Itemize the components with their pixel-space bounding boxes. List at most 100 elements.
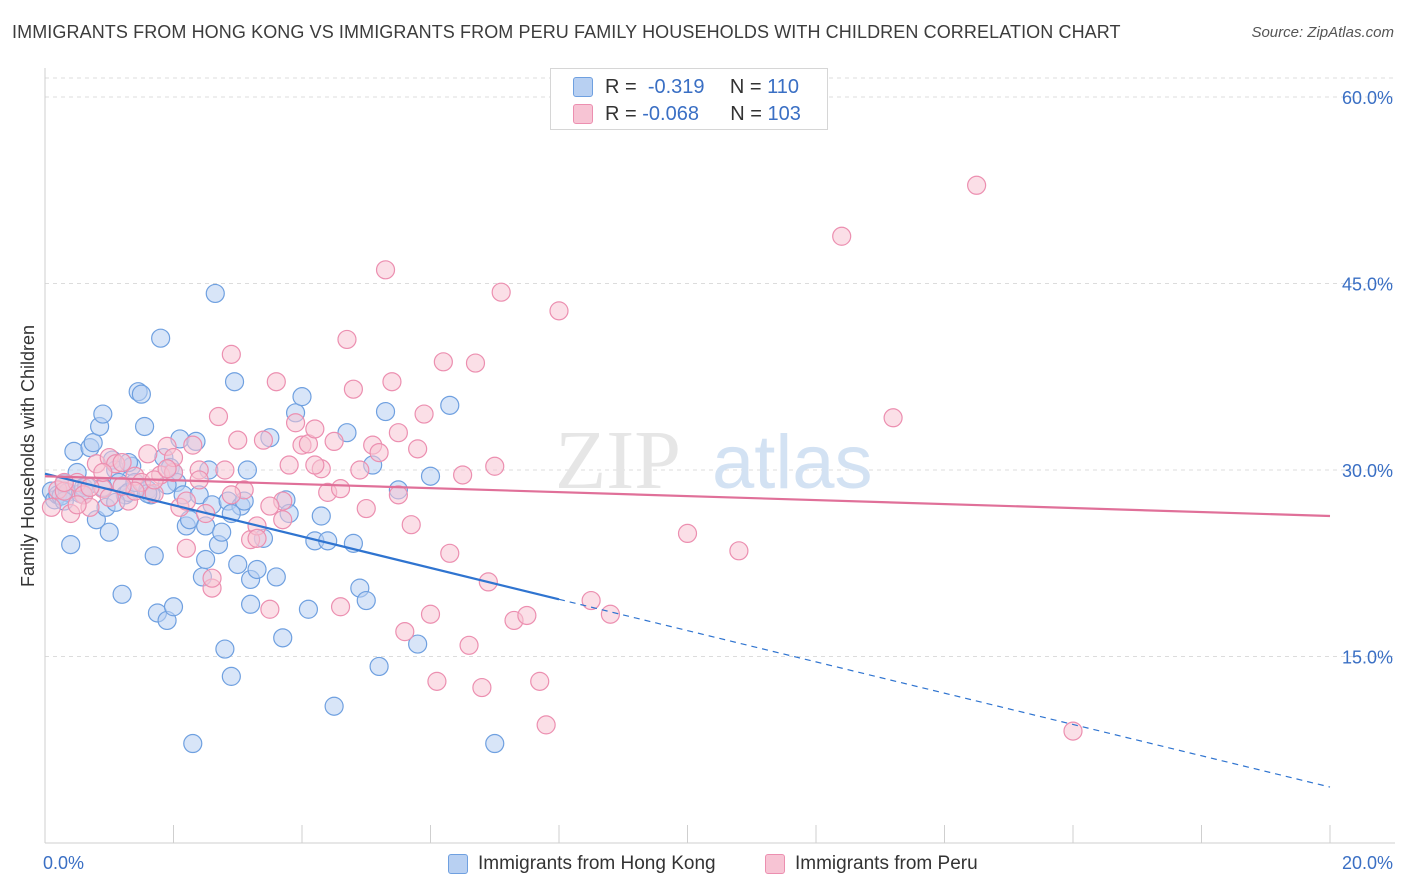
peru-point	[883, 408, 903, 428]
hong-kong-point	[93, 404, 113, 424]
hong-kong-point	[212, 522, 232, 542]
peru-trend-line	[44, 475, 1331, 518]
hong-kong-legend-swatch	[448, 854, 468, 874]
stats-legend: R = -0.319 N = 110 R = -0.068 N = 103	[550, 68, 828, 130]
peru-point	[253, 430, 274, 450]
peru-point	[157, 459, 177, 479]
peru-point	[41, 497, 62, 517]
peru-point	[408, 439, 428, 459]
hong-kong-point	[83, 433, 103, 453]
peru-point	[67, 495, 87, 515]
hong-kong-point	[292, 387, 312, 407]
n-value-hong-kong: 110	[767, 75, 799, 98]
y-tick-label: 15.0%	[1342, 648, 1393, 668]
n-label: N =	[730, 102, 762, 125]
peru-swatch	[573, 104, 593, 124]
peru-legend-swatch	[765, 854, 785, 874]
stats-row-peru: R = -0.068 N = 103	[573, 101, 801, 127]
peru-point	[369, 442, 389, 463]
peru-point	[208, 406, 229, 427]
hong-kong-point	[375, 401, 396, 422]
peru-point	[350, 460, 370, 480]
peru-point	[433, 352, 453, 372]
peru-point	[202, 568, 222, 588]
peru-point	[967, 175, 987, 195]
peru-point	[729, 541, 749, 561]
peru-point	[356, 498, 376, 519]
peru-point	[401, 515, 421, 535]
hong-kong-point	[311, 506, 331, 526]
legend-label-peru: Immigrants from Peru	[795, 853, 978, 874]
hong-kong-point	[224, 372, 245, 392]
r-value-hong-kong: -0.319	[647, 75, 705, 98]
peru-point	[260, 496, 280, 516]
y-tick-label: 45.0%	[1342, 275, 1393, 295]
peru-point	[305, 455, 325, 475]
peru-point	[517, 605, 537, 626]
peru-point	[453, 465, 473, 485]
hong-kong-point	[266, 567, 286, 587]
peru-point	[273, 510, 293, 530]
legend-item-peru[interactable]: Immigrants from Peru	[765, 851, 978, 877]
peru-point	[266, 372, 286, 392]
peru-point	[388, 485, 408, 505]
y-axis-label: Family Households with Children	[18, 325, 38, 587]
hong-kong-swatch	[573, 77, 593, 97]
hong-kong-point	[64, 441, 84, 461]
hong-kong-point	[163, 597, 184, 617]
hong-kong-point	[151, 328, 171, 348]
peru-point	[440, 543, 460, 563]
hong-kong-point	[369, 656, 389, 677]
peru-point	[375, 260, 396, 280]
peru-point	[600, 604, 621, 624]
peru-point	[285, 413, 306, 433]
peru-point	[530, 671, 550, 691]
r-label: R =	[605, 75, 637, 98]
hong-kong-point	[440, 395, 460, 415]
hong-kong-point	[221, 666, 241, 686]
hong-kong-trend-extension	[558, 598, 1331, 788]
peru-point	[395, 622, 415, 642]
n-value-peru: 103	[767, 102, 801, 125]
watermark: ZIP atlas	[555, 414, 873, 507]
hong-kong-point	[183, 733, 203, 754]
hong-kong-point	[356, 590, 376, 611]
chart-title: IMMIGRANTS FROM HONG KONG VS IMMIGRANTS …	[12, 22, 1121, 42]
peru-point	[832, 226, 852, 246]
x-tick-label: 20.0%	[1342, 853, 1393, 873]
peru-point	[472, 677, 492, 698]
peru-point	[221, 344, 241, 364]
peru-point	[330, 479, 351, 499]
n-label: N =	[729, 75, 762, 98]
peru-point	[420, 604, 441, 624]
peru-point	[414, 404, 434, 424]
peru-point	[388, 423, 408, 443]
chart-source: Source: ZipAtlas.com	[1251, 24, 1394, 41]
peru-point	[80, 477, 100, 498]
peru-point	[337, 329, 357, 350]
peru-point	[459, 635, 479, 655]
legend-item-hong-kong[interactable]: Immigrants from Hong Kong	[448, 851, 716, 877]
peru-point	[215, 460, 235, 480]
hong-kong-point	[134, 416, 155, 437]
peru-point	[382, 372, 402, 392]
peru-point	[279, 455, 299, 475]
peru-point	[247, 528, 267, 548]
watermark-atlas: atlas	[712, 420, 873, 505]
watermark-zip: ZIP	[555, 414, 681, 507]
peru-point	[221, 485, 241, 505]
r-value-peru: -0.068	[642, 102, 699, 125]
peru-point	[677, 523, 698, 544]
peru-point	[183, 435, 203, 455]
peru-point	[1063, 721, 1083, 741]
hong-kong-point	[196, 549, 216, 570]
hong-kong-point	[420, 466, 441, 486]
peru-point	[465, 353, 486, 373]
hong-kong-point	[205, 283, 225, 304]
peru-point	[305, 419, 325, 439]
stats-row-hong-kong: R = -0.319 N = 110	[573, 74, 799, 100]
y-tick-label: 30.0%	[1342, 461, 1393, 481]
hong-kong-point	[215, 639, 235, 659]
hong-kong-point	[408, 634, 428, 654]
peru-point	[330, 597, 351, 617]
